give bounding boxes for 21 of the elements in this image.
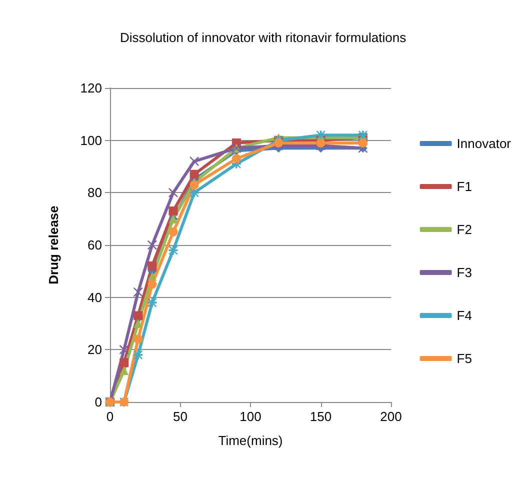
- y-tick-label: 0: [94, 394, 102, 410]
- y-tick-label: 60: [88, 238, 102, 252]
- legend-label: F1: [456, 179, 472, 194]
- legend-label: Innovator: [456, 136, 512, 151]
- x-tick-label: 50: [173, 409, 188, 424]
- y-axis-title: Drug release: [46, 206, 61, 284]
- legend-label: F5: [456, 351, 472, 366]
- y-tick-label: 80: [88, 185, 102, 200]
- legend-label: F3: [456, 265, 472, 280]
- y-tick-label: 20: [88, 342, 102, 358]
- x-axis-title: Time(mins): [218, 433, 283, 448]
- x-tick-label: 200: [380, 409, 402, 424]
- y-tick-label: 120: [80, 80, 102, 96]
- chart-title: Dissolution of innovator with ritonavir formulations: [120, 30, 407, 45]
- y-tick-label: 40: [88, 290, 102, 305]
- y-tick-label: 100: [80, 132, 102, 148]
- x-tick-label: 150: [310, 409, 332, 424]
- x-tick-label: 100: [240, 409, 262, 424]
- x-tick-label: 0: [106, 409, 114, 424]
- legend-label: F4: [456, 308, 472, 323]
- legend-label: F2: [456, 222, 472, 237]
